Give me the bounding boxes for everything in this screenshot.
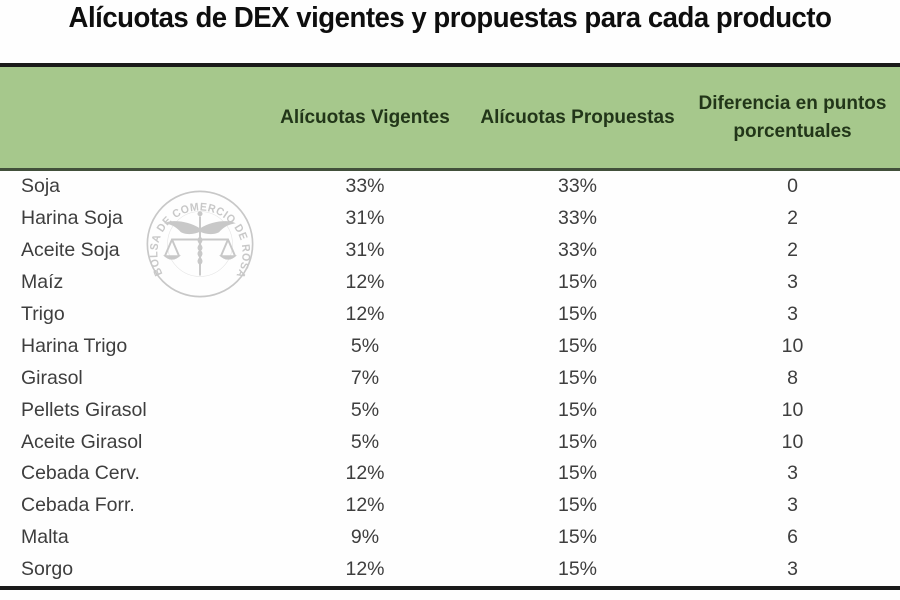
diferencia-cell: 8 [787,366,798,389]
propuesta-cell: 15% [557,558,598,581]
propuesta-cell: 33% [557,207,598,230]
table-row: Malta 9% 15% 6 [0,522,900,554]
bolsa-comercio-rosario-seal-watermark: BOLSA DE COMERCIO DE ROSARIO [144,188,254,298]
table-body: BOLSA DE COMERCIO DE ROSARIO [0,171,900,586]
propuesta-cell: 15% [557,462,598,485]
vigente-cell: 33% [345,175,385,198]
page-title: Alícuotas de DEX vigentes y propuestas p… [68,2,832,34]
product-cell: Girasol [21,366,83,389]
vigente-cell: 9% [350,526,380,549]
propuesta-cell: 15% [557,271,598,294]
propuesta-cell: 15% [557,366,598,389]
propuesta-cell: 33% [557,239,598,262]
propuesta-cell: 15% [557,334,598,357]
table-row: Pellets Girasol 5% 15% 10 [0,394,900,426]
diferencia-cell: 3 [787,462,798,485]
vigente-cell: 5% [350,334,380,357]
product-cell: Cebada Cerv. [21,462,140,485]
table-row: Sorgo 12% 15% 3 [0,554,900,586]
product-cell: Cebada Forr. [21,494,135,517]
product-cell: Sorgo [21,558,74,581]
diferencia-cell: 3 [787,494,798,517]
header-propuestas: Alícuotas Propuestas [480,106,675,128]
diferencia-cell: 10 [781,430,804,453]
table-header-row: Alícuotas Vigentes Alícuotas Propuestas … [0,67,900,171]
table-row: Aceite Soja 31% 33% 2 [0,235,900,267]
product-cell: Malta [21,526,69,549]
vigente-cell: 31% [345,207,385,230]
table-row: Cebada Forr. 12% 15% 3 [0,490,900,522]
propuesta-cell: 15% [557,494,598,517]
vigente-cell: 7% [350,366,380,389]
header-diferencia: Diferencia en puntos porcentuales [698,92,887,142]
product-cell: Harina Trigo [21,334,128,357]
table-bottom-border [0,585,900,590]
vigente-cell: 12% [345,271,385,294]
propuesta-cell: 33% [557,175,598,198]
table-top-border [0,63,900,67]
product-cell: Harina Soja [21,207,123,230]
product-cell: Aceite Girasol [21,430,143,453]
table-row: Maíz 12% 15% 3 [0,267,900,299]
header-vigentes: Alícuotas Vigentes [280,106,450,128]
product-cell: Maíz [21,271,64,294]
vigente-cell: 12% [345,303,385,325]
table-row: Girasol 7% 15% 8 [0,362,900,394]
table-row: Harina Soja 31% 33% 2 [0,203,900,235]
diferencia-cell: 6 [787,526,798,549]
vigente-cell: 5% [350,430,380,453]
diferencia-cell: 2 [787,239,798,262]
diferencia-cell: 0 [787,175,798,198]
propuesta-cell: 15% [557,303,598,325]
propuesta-cell: 15% [557,398,598,421]
propuesta-cell: 15% [557,430,598,453]
diferencia-cell: 3 [787,271,798,294]
diferencia-cell: 3 [787,558,798,581]
product-cell: Soja [21,175,61,198]
diferencia-cell: 3 [787,303,798,325]
product-cell: Trigo [21,303,65,325]
diferencia-cell: 10 [781,398,804,421]
table-row: Aceite Girasol 5% 15% 10 [0,426,900,458]
scales-caduceus-icon [163,211,237,276]
dex-rates-table: Alícuotas Vigentes Alícuotas Propuestas … [0,63,900,590]
table-row: Trigo 12% 15% 3 [0,299,900,331]
vigente-cell: 12% [345,494,385,517]
propuesta-cell: 15% [557,526,598,549]
vigente-cell: 12% [345,462,385,485]
diferencia-cell: 10 [781,334,804,357]
product-cell: Aceite Soja [21,239,120,262]
vigente-cell: 5% [350,398,380,421]
vigente-cell: 12% [345,558,385,581]
vigente-cell: 31% [345,239,385,262]
table-row: Soja 33% 33% 0 [0,171,900,203]
table-row: Harina Trigo 5% 15% 10 [0,330,900,362]
diferencia-cell: 2 [787,207,798,230]
product-cell: Pellets Girasol [21,398,147,421]
table-row: Cebada Cerv. 12% 15% 3 [0,458,900,490]
